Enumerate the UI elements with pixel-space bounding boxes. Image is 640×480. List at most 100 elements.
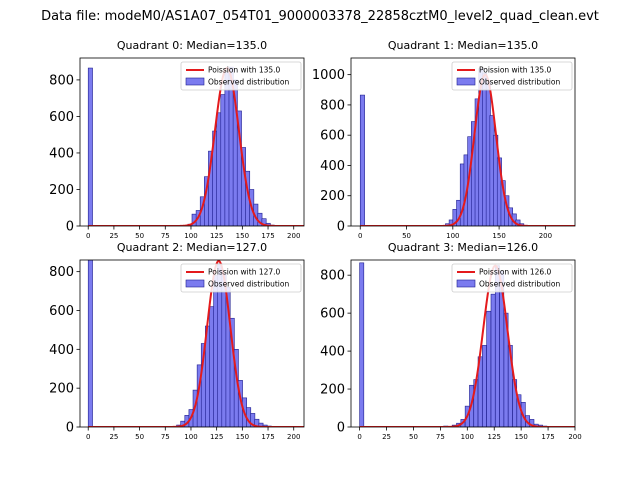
- x-tick-label: 100: [461, 433, 474, 441]
- legend-observed-label: Observed distribution: [479, 78, 560, 87]
- legend-observed-label: Observed distribution: [208, 78, 289, 87]
- x-tick-label: 150: [236, 232, 249, 240]
- quadrant-0-chart: Quadrant 0: Median=135.0 0 200 400 600 800 0 25…: [49, 39, 305, 240]
- x-tick-label: 200: [568, 433, 581, 441]
- axes-frame: [350, 57, 576, 227]
- legend-box: [180, 61, 302, 91]
- legend-fit-label: Poission with 127.0: [208, 268, 281, 277]
- x-tick-label: 150: [492, 232, 505, 240]
- y-tick-label: 800: [49, 73, 74, 88]
- x-tick-label: 25: [382, 433, 391, 441]
- x-tick-label: 150: [236, 433, 249, 441]
- poisson-fit-line: [88, 66, 304, 226]
- x-tick-label: 175: [261, 433, 274, 441]
- x-tick-label: 100: [184, 232, 197, 240]
- figure-title: Data file: modeM0/AS1A07_054T01_90000033…: [41, 9, 599, 24]
- histogram-bar: [221, 273, 227, 427]
- x-tick-label: 200: [287, 232, 300, 240]
- histogram-bar: [359, 94, 365, 226]
- x-tick-label: 175: [261, 232, 274, 240]
- y-tick-label: 800: [320, 269, 345, 284]
- x-tick-label: 175: [541, 433, 554, 441]
- legend: Poission with 135.0 Observed distribution: [451, 61, 573, 91]
- x-tick-label: 25: [109, 232, 118, 240]
- x-tick-label: 75: [436, 433, 445, 441]
- x-tick-label: 100: [446, 232, 459, 240]
- quadrant-1-chart: Quadrant 1: Median=135.0 0 200 400 600 800 100…: [312, 39, 576, 240]
- x-tick-label: 125: [210, 232, 223, 240]
- y-tick-label: 600: [320, 129, 345, 144]
- quadrant-panels: Quadrant 0: Median=135.0 0 200 400 600 800 0 25…: [49, 39, 582, 441]
- legend-observed-swatch: [185, 279, 205, 288]
- poisson-fit-line: [360, 73, 575, 226]
- quadrant-3-chart: Quadrant 3: Median=126.0 0 200 400 600 800 0 25…: [320, 241, 582, 441]
- x-tick-label: 0: [86, 232, 90, 240]
- panel-title: Quadrant 1: Median=135.0: [388, 39, 538, 52]
- legend-observed-swatch: [185, 77, 205, 86]
- panel-title: Quadrant 0: Median=135.0: [117, 39, 267, 52]
- x-tick-label: 50: [135, 433, 144, 441]
- y-tick-label: 600: [320, 307, 345, 322]
- histogram-bar: [216, 112, 222, 226]
- y-tick-label: 0: [337, 421, 345, 436]
- legend-observed-label: Observed distribution: [208, 280, 289, 289]
- x-tick-label: 75: [161, 232, 170, 240]
- legend-observed-swatch: [456, 77, 476, 86]
- x-tick-label: 125: [488, 433, 501, 441]
- y-tick-label: 200: [320, 383, 345, 398]
- histogram-bars: [87, 66, 275, 226]
- histogram-bar: [209, 306, 215, 427]
- histogram-bar: [482, 345, 487, 427]
- x-tick-label: 0: [357, 433, 361, 441]
- histogram-bar: [87, 67, 93, 226]
- quadrant-2-chart: Quadrant 2: Median=127.0 0 200 400 600 800 0 25…: [49, 241, 305, 441]
- histogram-bar: [213, 275, 219, 427]
- y-tick-label: 800: [320, 98, 345, 113]
- x-tick-label: 50: [402, 232, 411, 240]
- x-tick-label: 200: [539, 232, 552, 240]
- x-tick-label: 50: [409, 433, 418, 441]
- y-tick-label: 200: [320, 189, 345, 204]
- legend-box: [180, 263, 302, 293]
- x-tick-label: 0: [86, 433, 90, 441]
- y-tick-label: 600: [49, 110, 74, 125]
- axes-frame: [79, 57, 305, 227]
- legend: Poission with 135.0 Observed distribution: [180, 61, 302, 91]
- y-tick-label: 800: [49, 265, 74, 280]
- x-tick-label: 50: [135, 232, 144, 240]
- y-tick-label: 1000: [312, 68, 345, 83]
- y-tick-label: 400: [320, 159, 345, 174]
- legend: Poission with 127.0 Observed distribution: [180, 263, 302, 293]
- y-tick-label: 600: [49, 304, 74, 319]
- y-tick-label: 400: [320, 345, 345, 360]
- legend: Poission with 126.0 Observed distribution: [451, 263, 573, 293]
- x-tick-label: 125: [210, 433, 223, 441]
- axes-frame: [350, 259, 576, 428]
- y-tick-label: 0: [66, 220, 74, 235]
- x-tick-label: 0: [358, 232, 362, 240]
- x-tick-label: 150: [514, 433, 527, 441]
- panel-title: Quadrant 2: Median=127.0: [117, 241, 267, 254]
- x-tick-label: 25: [109, 433, 118, 441]
- histogram-bars: [359, 68, 562, 226]
- x-tick-label: 100: [184, 433, 197, 441]
- legend-fit-label: Poission with 135.0: [208, 66, 281, 75]
- y-tick-label: 0: [337, 220, 345, 235]
- x-tick-label: 75: [161, 433, 170, 441]
- legend-observed-swatch: [456, 279, 476, 288]
- histogram-bar: [486, 310, 492, 427]
- y-tick-label: 200: [49, 382, 74, 397]
- legend-fit-label: Poission with 126.0: [479, 268, 552, 277]
- histogram-bar: [359, 262, 365, 427]
- y-tick-label: 400: [49, 343, 74, 358]
- y-tick-label: 200: [49, 183, 74, 198]
- y-tick-label: 0: [66, 421, 74, 436]
- histogram-bar: [490, 293, 496, 427]
- panel-title: Quadrant 3: Median=126.0: [388, 241, 538, 254]
- histogram-bars: [359, 262, 548, 427]
- y-tick-label: 400: [49, 146, 74, 161]
- legend-box: [451, 263, 573, 293]
- legend-observed-label: Observed distribution: [479, 280, 560, 289]
- histogram-bar: [220, 94, 226, 226]
